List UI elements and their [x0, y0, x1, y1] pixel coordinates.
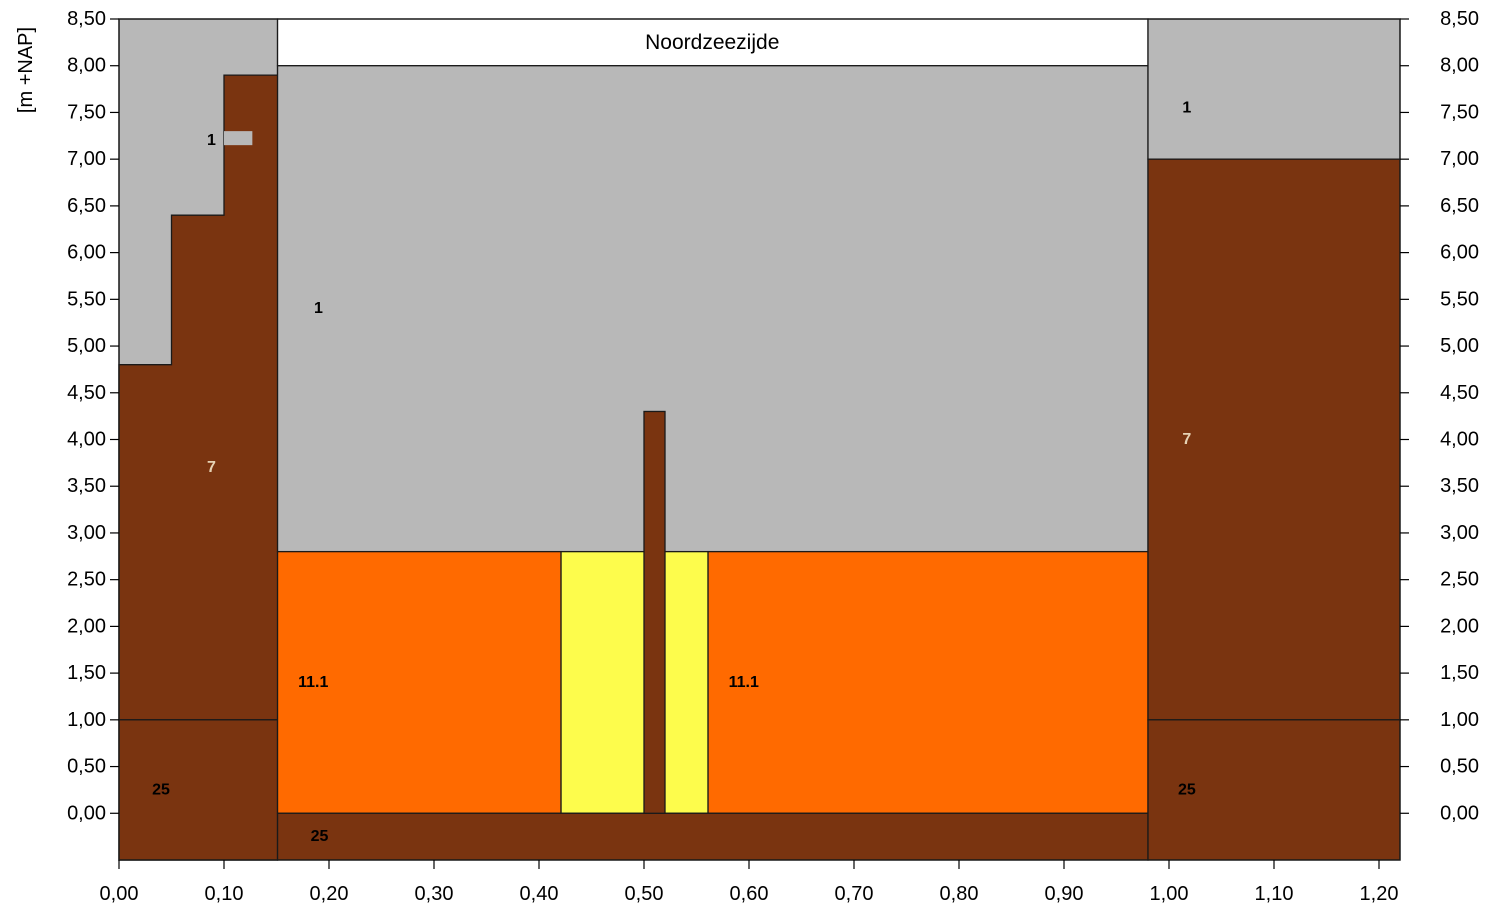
region-middle-brown-base	[276, 812, 1149, 861]
y-tick-label-left: 3,50	[67, 475, 106, 497]
y-axis-right: 0,00 0,50 1,00 1,50 2,00 2,50 3,00 3,50 4,00 4,50…	[1400, 8, 1479, 824]
y-tick-label-right: 3,00	[1440, 522, 1479, 544]
y-axis-left: 0,00 0,50 1,00 1,50 2,00 2,50 3,00 3,50 4,00 4,50…	[67, 8, 119, 824]
x-tick-label: 0,60	[730, 883, 769, 905]
y-tick-label-right: 4,50	[1440, 382, 1479, 404]
y-tick-label-right: 6,50	[1440, 195, 1479, 217]
x-tick-label: 0,20	[310, 883, 349, 905]
region-label: 25	[1178, 781, 1196, 798]
region-label: 11.1	[729, 674, 759, 691]
region-labels: Noordzeezijde 1 7 25 1 11.1 11.1 25 1 7 25	[152, 31, 1196, 845]
region-right-brown-body	[1147, 158, 1401, 721]
region-label: 25	[311, 828, 329, 845]
x-tick-label: 0,10	[205, 883, 244, 905]
x-tick-label: 0,30	[415, 883, 454, 905]
y-tick-label-left: 5,00	[67, 335, 106, 357]
region-label: 1	[1182, 99, 1191, 116]
region-left-grey-notch	[224, 131, 253, 146]
y-tick-label-left: 1,50	[67, 662, 106, 684]
y-tick-label-left: 8,50	[67, 8, 106, 30]
region-middle-orange-left	[276, 550, 562, 814]
y-tick-label-left: 0,50	[67, 756, 106, 778]
region-label: 1	[207, 132, 216, 149]
y-tick-label-right: 2,00	[1440, 615, 1479, 637]
region-label: 7	[207, 459, 216, 476]
y-tick-label-right: 6,00	[1440, 242, 1479, 264]
y-tick-label-left: 2,00	[67, 615, 106, 637]
x-tick-label: 1,20	[1360, 883, 1399, 905]
region-right-brown-base	[1147, 719, 1401, 861]
region-middle-orange-right	[707, 550, 1149, 814]
y-tick-label-right: 3,50	[1440, 475, 1479, 497]
x-tick-label: 1,10	[1255, 883, 1294, 905]
y-tick-label-right: 7,00	[1440, 148, 1479, 170]
y-tick-label-right: 1,50	[1440, 662, 1479, 684]
y-axis-title: [m +NAP]	[15, 27, 37, 113]
region-middle-yellow	[560, 550, 709, 814]
y-tick-label-left: 8,00	[67, 55, 106, 77]
y-tick-label-right: 8,00	[1440, 55, 1479, 77]
x-tick-label: 0,00	[100, 883, 139, 905]
y-tick-label-left: 1,00	[67, 709, 106, 731]
y-tick-label-right: 5,00	[1440, 335, 1479, 357]
x-tick-label: 0,90	[1045, 883, 1084, 905]
region-label: 25	[152, 781, 170, 798]
region-right-grey-fill	[1147, 18, 1401, 160]
region-middle-grey-fill	[276, 65, 1149, 553]
y-tick-label-right: 0,50	[1440, 756, 1479, 778]
y-tick-label-right: 7,50	[1440, 101, 1479, 123]
y-tick-label-left: 2,50	[67, 569, 106, 591]
x-tick-label: 0,80	[940, 883, 979, 905]
x-tick-label: 0,40	[520, 883, 559, 905]
x-tick-label: 0,70	[835, 883, 874, 905]
region-label: 7	[1182, 431, 1191, 448]
banner-label: Noordzeezijde	[645, 31, 779, 54]
y-tick-label-left: 0,00	[67, 802, 106, 824]
region-left-brown-base	[118, 719, 279, 861]
y-tick-label-right: 4,00	[1440, 429, 1479, 451]
y-tick-label-left: 6,50	[67, 195, 106, 217]
y-tick-label-right: 1,00	[1440, 709, 1479, 731]
x-tick-label: 1,00	[1150, 883, 1189, 905]
y-tick-label-left: 3,00	[67, 522, 106, 544]
y-tick-label-left: 4,50	[67, 382, 106, 404]
y-tick-label-right: 0,00	[1440, 802, 1479, 824]
region-center-wall	[643, 410, 666, 814]
plot-regions	[118, 18, 1401, 861]
y-tick-label-right: 8,50	[1440, 8, 1479, 30]
x-tick-label: 0,50	[625, 883, 664, 905]
y-tick-label-left: 5,50	[67, 288, 106, 310]
region-label: 11.1	[298, 674, 328, 691]
region-label: 1	[314, 300, 323, 317]
y-tick-label-right: 5,50	[1440, 288, 1479, 310]
y-tick-label-left: 6,00	[67, 242, 106, 264]
y-tick-label-left: 7,50	[67, 101, 106, 123]
y-tick-label-left: 4,00	[67, 429, 106, 451]
x-axis: 0,00 0,10 0,20 0,30 0,40 0,50 0,60 0,70 0,80 0,90…	[100, 860, 1399, 905]
y-tick-label-right: 2,50	[1440, 569, 1479, 591]
y-tick-label-left: 7,00	[67, 148, 106, 170]
